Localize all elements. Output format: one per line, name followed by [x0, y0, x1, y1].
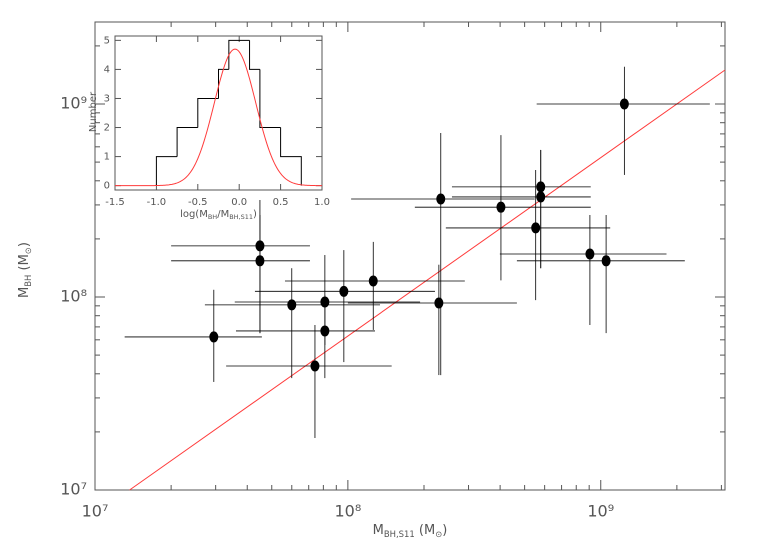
label-text: ) — [442, 523, 447, 538]
label-subscript: ⊙ — [22, 247, 32, 254]
point — [531, 222, 541, 234]
histogram-step — [228, 39, 250, 70]
inset-x-axis-label: log(MBH/MBH,S11) — [180, 209, 257, 221]
inset-y-tick-label: 1 — [104, 152, 110, 163]
x-tick-label: 10⁹ — [587, 502, 614, 521]
point — [434, 297, 444, 309]
inset-x-tick-label: 1.0 — [314, 197, 330, 208]
point — [436, 193, 446, 205]
histogram-step — [280, 127, 302, 186]
histogram-step — [249, 40, 260, 70]
inset-frame — [114, 35, 323, 191]
y-tick-label: 10⁸ — [60, 287, 87, 306]
inset-y-tick-label: 0 — [104, 181, 110, 192]
label-subscript: BH,S11 — [229, 213, 253, 221]
inset-y-axis-label: Number — [88, 91, 99, 132]
x-axis-label: MBH,S11 (M⊙) — [373, 523, 448, 539]
point — [368, 275, 378, 287]
histogram-step — [197, 97, 219, 128]
point — [320, 325, 330, 337]
label-text: (M — [415, 523, 435, 538]
label-text: /M — [217, 209, 229, 220]
inset-y-tick-label: 4 — [104, 64, 110, 75]
label-text: log(M — [180, 209, 208, 220]
y-tick-label: 10⁹ — [60, 94, 87, 113]
y-tick-label: 10⁷ — [60, 480, 87, 499]
point — [310, 360, 320, 372]
point — [209, 331, 219, 343]
label-text: ) — [17, 242, 32, 247]
inset-x-tick-label: -1.5 — [105, 197, 125, 208]
histogram-step — [218, 68, 229, 99]
histogram-step — [155, 156, 178, 186]
label-subscript: BH — [208, 213, 217, 221]
label-subscript: BH — [22, 275, 32, 287]
inset-x-tick-label: -1.0 — [147, 197, 167, 208]
inset-y-tick-label: 2 — [104, 123, 110, 134]
histogram-step — [176, 127, 198, 157]
label-subscript: BH,S11 — [384, 528, 415, 538]
label-text: M — [17, 287, 32, 298]
point — [339, 285, 349, 297]
label-subscript: ⊙ — [435, 528, 442, 538]
inset-x-tick-label: 0.5 — [273, 197, 289, 208]
point — [496, 201, 506, 213]
label-text: M — [373, 523, 384, 538]
x-tick-label: 10⁷ — [82, 502, 109, 521]
point — [287, 299, 297, 311]
plot-frame — [94, 21, 726, 491]
fit-line — [129, 69, 726, 491]
gaussian-curve — [115, 48, 322, 187]
histogram-step — [259, 69, 281, 129]
point — [536, 191, 546, 203]
inset-x-tick-label: 0.0 — [231, 197, 247, 208]
inset-y-tick-label: 3 — [104, 93, 110, 104]
x-tick-label: 10⁸ — [334, 502, 361, 521]
point — [255, 255, 265, 267]
y-axis-label: MBH (M⊙) — [17, 242, 33, 298]
inset-y-tick-label: 5 — [104, 35, 110, 46]
point — [601, 255, 611, 267]
label-text: ) — [253, 209, 257, 220]
inset-x-tick-label: -0.5 — [188, 197, 208, 208]
point — [585, 248, 595, 260]
point — [619, 98, 629, 110]
label-text: (M — [17, 254, 32, 274]
